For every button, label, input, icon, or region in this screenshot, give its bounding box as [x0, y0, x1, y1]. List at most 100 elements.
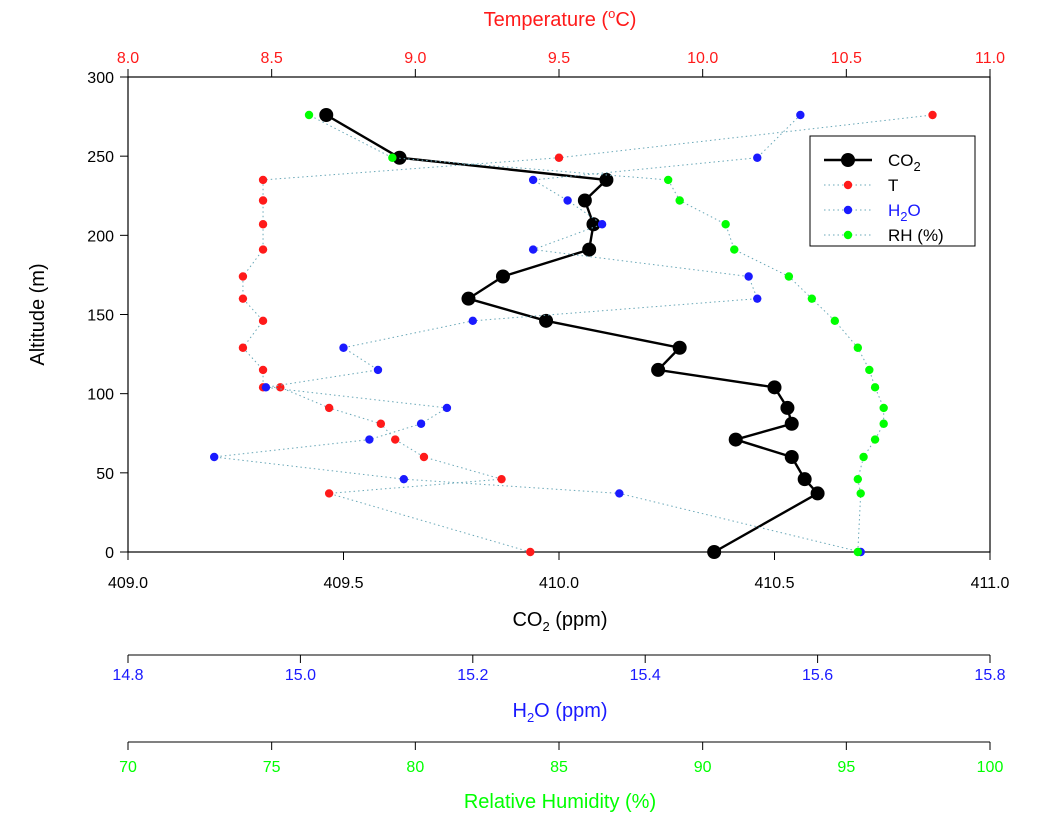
temperature-point: [554, 153, 564, 162]
legend-entry-co2: CO2: [888, 151, 921, 174]
h2o-point: [744, 272, 753, 281]
co2-point: [672, 340, 687, 355]
co2-point: [586, 217, 601, 232]
temperature-point: [497, 474, 506, 484]
h2o-tick-label: 15.6: [802, 667, 833, 684]
y-tick-label: 150: [87, 308, 114, 325]
temperature-line: [242, 114, 933, 553]
h2o-tick-label: 14.8: [112, 667, 143, 684]
h2o-point: [210, 452, 219, 462]
rh-point: [859, 452, 868, 462]
h2o-tick-label: 15.4: [630, 667, 661, 684]
legend-entry-h2o: H2O: [888, 201, 921, 224]
rh-point: [853, 547, 863, 557]
co2-tick-label: 410.0: [539, 575, 579, 592]
h2o-point: [615, 489, 624, 498]
h2o-point: [399, 474, 409, 484]
co2-point: [577, 193, 592, 208]
temperature-point: [419, 452, 429, 462]
temperature-point: [324, 489, 334, 498]
co2-point: [797, 472, 812, 487]
y-tick-label: 200: [87, 228, 114, 245]
h2o-point: [365, 435, 374, 444]
co2-point: [784, 416, 799, 431]
y-tick-label: 300: [87, 70, 114, 87]
co2-point: [599, 172, 614, 187]
temperature-point: [238, 343, 248, 352]
co2-point: [784, 450, 799, 464]
y-tick-label: 0: [105, 545, 114, 562]
h2o-point: [753, 153, 762, 162]
series-layer: [210, 108, 937, 559]
co2-line: [325, 113, 820, 554]
legend-swatch-marker: [843, 230, 853, 240]
h2o-point: [796, 110, 805, 120]
h2o-point: [261, 383, 271, 392]
temperature-point: [376, 419, 386, 428]
temperature-point: [258, 316, 268, 326]
co2-axis-label: CO2 (ppm): [512, 609, 607, 634]
rh-point: [870, 435, 880, 444]
rh-tick-label: 90: [694, 759, 712, 776]
rh-point: [730, 245, 739, 254]
h2o-tick-label: 15.2: [457, 667, 488, 684]
rh-point: [853, 474, 863, 484]
h2o-point: [416, 419, 426, 428]
temperature-point: [258, 245, 268, 254]
temperature-point: [391, 435, 400, 444]
legend-swatch-marker: [843, 205, 853, 215]
h2o-point: [597, 220, 607, 229]
co2-point: [728, 432, 743, 447]
co2-point: [495, 269, 510, 284]
rh-point: [865, 365, 874, 375]
temperature-tick-label: 9.0: [404, 50, 426, 67]
h2o-line: [214, 114, 861, 553]
rh-point: [879, 403, 888, 413]
co2-point: [319, 108, 334, 122]
y-axis-label: Altitude (m): [27, 263, 49, 365]
rh-point: [721, 220, 730, 229]
h2o-axis-label: H2O (ppm): [512, 700, 607, 725]
axes-layer: 0 50 100 150 200 250 300 Altitude (m) 8.0 8.5 9.0 9…: [27, 6, 1010, 813]
rh-tick-label: 85: [550, 759, 568, 776]
rh-point: [663, 175, 673, 185]
temperature-tick-label: 10.0: [687, 50, 718, 67]
rh-point: [856, 489, 865, 498]
y-tick-label: 250: [87, 149, 114, 166]
legend: CO2 T H2O RH (%): [809, 135, 976, 247]
rh-tick-label: 95: [837, 759, 855, 776]
rh-point: [807, 294, 817, 303]
rh-point: [870, 383, 880, 392]
legend-swatch-marker: [843, 180, 853, 190]
temperature-point: [928, 110, 937, 120]
temperature-tick-label: 8.5: [261, 50, 283, 67]
rh-axis-label: Relative Humidity (%): [464, 791, 656, 813]
co2-point: [810, 486, 825, 501]
temperature-point: [526, 547, 535, 557]
y-tick-label: 50: [96, 466, 114, 483]
h2o-point: [753, 294, 762, 303]
h2o-point: [528, 175, 538, 185]
h2o-point: [468, 316, 477, 326]
rh-tick-label: 70: [119, 759, 137, 776]
h2o-tick-label: 15.0: [285, 667, 316, 684]
h2o-tick-label: 15.8: [974, 667, 1005, 684]
co2-point: [582, 242, 597, 257]
co2-point: [767, 380, 782, 395]
rh-point: [830, 316, 840, 326]
rh-tick-label: 80: [406, 759, 424, 776]
h2o-point: [442, 403, 452, 413]
rh-tick-label: 100: [977, 759, 1004, 776]
temperature-tick-label: 10.5: [831, 50, 862, 67]
co2-point: [392, 150, 407, 165]
h2o-point: [563, 196, 572, 205]
co2-tick-label: 410.5: [754, 575, 794, 592]
temperature-point: [258, 175, 268, 185]
temperature-point: [324, 403, 334, 413]
co2-tick-label: 411.0: [971, 575, 1010, 592]
temperature-tick-label: 11.0: [975, 50, 1005, 67]
temperature-point: [258, 220, 268, 229]
rh-point: [388, 153, 397, 162]
temperature-point: [238, 294, 248, 303]
